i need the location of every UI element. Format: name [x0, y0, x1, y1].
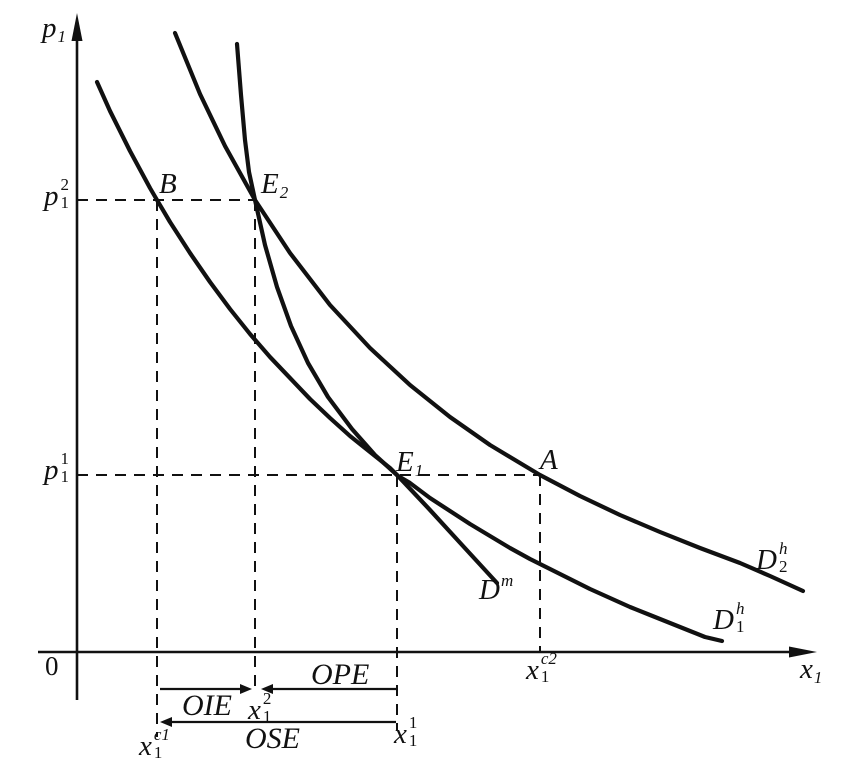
ope-arrowhead-icon [261, 684, 273, 694]
price-mark-p1-sup: 1 [60, 449, 70, 468]
y-axis-label-sub: 1 [57, 27, 67, 46]
curve-label-d2h-sub: 2 [778, 557, 788, 576]
y-axis-label: p 1 [42, 12, 67, 46]
quantity-mark-x1-sub: 1 [408, 731, 418, 750]
effect-label-ope-text: OPE [311, 658, 370, 691]
curve-label-dm-sup: m [500, 571, 514, 590]
quantity-mark-xc1-sup: c1 [153, 725, 170, 744]
origin-label-text: 0 [45, 651, 59, 681]
quantity-mark-xc1-sub: 1 [153, 743, 163, 762]
origin-label: 0 [45, 653, 59, 680]
quantity-mark-xc1: x c1 1 [139, 726, 170, 762]
curve-label-dm: D m [479, 572, 513, 606]
point-label-b: B [159, 170, 177, 199]
curve-label-d2h-scripts: h 2 [779, 540, 788, 576]
price-mark-p2: p 2 1 [44, 176, 69, 212]
price-mark-p1-scripts: 1 1 [61, 450, 70, 486]
price-mark-p1: p 1 1 [44, 450, 69, 486]
price-mark-p2-sub: 1 [60, 193, 70, 212]
effect-label-ose-text: OSE [245, 722, 300, 755]
quantity-mark-xc2-scripts: c2 1 [541, 650, 557, 686]
curve-household-demand-2 [172, 30, 806, 594]
point-label-b-text: B [159, 168, 177, 200]
curve-label-d1h-sub: 1 [735, 617, 745, 636]
quantity-mark-xc2-sub: 1 [540, 667, 550, 686]
point-label-a-text: A [540, 444, 558, 476]
curve-label-d2h-sup: h [778, 539, 788, 558]
price-mark-p2-sup: 2 [60, 175, 70, 194]
quantity-mark-x2-sup: 2 [262, 689, 272, 708]
curve-label-d2h: D h 2 [756, 540, 787, 576]
x-axis-arrow-icon [789, 646, 817, 658]
curve-label-d1h: D h 1 [713, 600, 744, 636]
point-label-a: A [540, 446, 558, 475]
effect-label-ope: OPE [311, 660, 369, 690]
curve-label-dm-base: D [479, 574, 500, 606]
quantity-mark-xc2: x c2 1 [526, 650, 557, 686]
price-mark-p1-sub: 1 [60, 467, 70, 486]
price-mark-p2-scripts: 2 1 [61, 176, 70, 212]
x-axis-label-base: x [800, 653, 813, 685]
curve-label-d1h-sup: h [735, 599, 745, 618]
quantity-mark-x1-base: x [394, 718, 407, 750]
quantity-mark-x2-base: x [248, 694, 261, 726]
quantity-mark-xc2-base: x [526, 654, 539, 686]
point-label-e2-sub: 2 [279, 183, 289, 202]
oie-arrowhead-icon [240, 684, 252, 694]
quantity-mark-x1-scripts: 1 1 [409, 714, 418, 750]
x-axis-label-sub: 1 [813, 668, 823, 687]
y-axis-label-base: p [42, 12, 57, 44]
curve-label-d1h-base: D [713, 604, 734, 636]
point-label-e1-sub: 1 [414, 461, 424, 480]
quantity-mark-xc2-sup: c2 [540, 649, 557, 668]
quantity-mark-xc1-scripts: c1 1 [154, 726, 170, 762]
price-mark-p2-base: p [44, 180, 59, 212]
quantity-mark-xc1-base: x [139, 730, 152, 762]
price-mark-p1-base: p [44, 454, 59, 486]
curve-market-demand [234, 41, 500, 586]
curve-label-d1h-scripts: h 1 [736, 600, 745, 636]
y-axis-arrow-icon [71, 13, 83, 41]
point-label-e1-base: E [396, 446, 414, 478]
effect-label-oie: OIE [182, 691, 232, 721]
effect-label-ose: OSE [245, 724, 300, 754]
x-axis-label: x 1 [800, 653, 823, 687]
quantity-mark-x2-sub: 1 [262, 707, 272, 726]
quantity-mark-x2: x 2 1 [248, 690, 271, 726]
point-label-e2-base: E [261, 168, 279, 200]
curve-label-d2h-base: D [756, 544, 777, 576]
quantity-mark-x2-scripts: 2 1 [263, 690, 272, 726]
point-label-e1: E 1 [396, 446, 424, 480]
ose-arrowhead-icon [160, 717, 172, 727]
point-label-e2: E 2 [261, 168, 289, 202]
curve-household-demand-1 [94, 79, 725, 644]
quantity-mark-x1-sup: 1 [408, 713, 418, 732]
effect-label-oie-text: OIE [182, 689, 232, 722]
quantity-mark-x1: x 1 1 [394, 714, 417, 750]
